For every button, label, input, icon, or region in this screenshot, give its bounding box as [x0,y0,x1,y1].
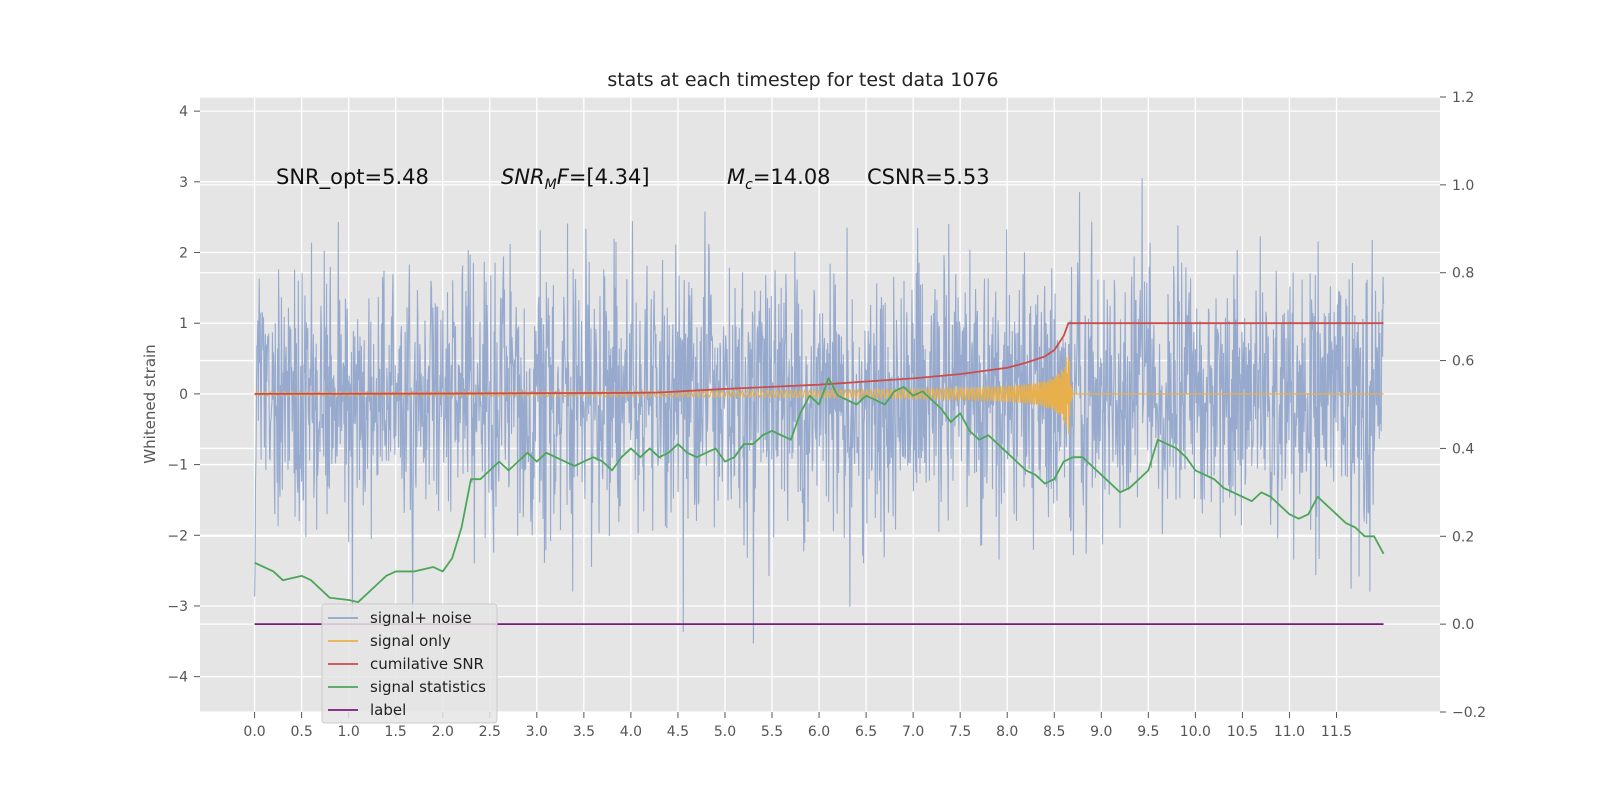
x-tick-label: 9.5 [1137,724,1159,740]
snr-mf-letter: F [557,165,570,189]
x-tick-label: 4.0 [620,724,642,740]
y-left-tick-label: 3 [179,175,188,191]
chart-title: stats at each timestep for test data 107… [607,69,998,91]
x-axis: 0.0 0.5 1.0 1.5 2.0 2.5 3.0 3.5 4.0 4.5 5.0 5.5 6.0 6… [243,712,1352,740]
x-tick-label: 3.5 [573,724,595,740]
y-right-tick-label: 0.6 [1452,354,1474,370]
annotation-mc: Mc=14.08 [727,165,831,193]
x-tick-label: 1.0 [338,724,360,740]
y-left-tick-label: −1 [167,458,188,474]
y-right-tick-label: 0.4 [1452,441,1474,457]
annotations: SNR_opt=5.48 SNRMF=[4.34] Mc=14.08 CSNR=… [276,165,990,193]
x-tick-label: 7.5 [949,724,971,740]
y-left-tick-label: −4 [167,670,188,686]
legend-label: label [370,701,406,719]
series-signal-plus-noise [254,178,1385,644]
y-axis-label: Whitened strain [141,344,159,463]
y-left-tick-label: −2 [167,528,188,544]
x-tick-label: 5.5 [761,724,783,740]
x-tick-label: 8.5 [1043,724,1065,740]
y-right-tick-label: 0.8 [1452,266,1474,282]
x-tick-label: 2.5 [479,724,501,740]
y-left-tick-label: 4 [179,104,188,120]
y-axis-right: 1.2 1.0 0.8 0.6 0.4 0.2 0.0 −0.2 [1440,90,1486,721]
x-tick-label: 6.0 [808,724,830,740]
x-tick-label: 10.0 [1180,724,1211,740]
mc-subscript: c [745,177,753,193]
signal-only-line [254,355,1384,434]
annotation-snr-mf: SNRMF=[4.34] [501,165,650,193]
signal-statistics-line [254,377,1385,604]
x-tick-label: 2.0 [432,724,454,740]
x-tick-label: 10.5 [1227,724,1258,740]
cumilative-snr-line [254,322,1384,395]
y-left-tick-label: 0 [179,387,188,403]
x-tick-label: 1.5 [385,724,407,740]
annotation-snr-opt: SNR_opt=5.48 [276,165,429,190]
y-right-tick-label: 1.2 [1452,90,1474,106]
signal-plus-noise-line [254,178,1385,644]
y-left-tick-label: −3 [167,599,188,615]
legend: signal+ noise signal only cumilative SNR si… [321,603,498,724]
annotation-csnr: CSNR=5.53 [867,165,990,189]
x-tick-label: 3.0 [526,724,548,740]
legend-label: signal only [370,632,451,650]
y-left-tick-label: 1 [179,316,188,332]
x-tick-label: 6.5 [855,724,877,740]
x-tick-label: 11.0 [1274,724,1305,740]
x-tick-label: 8.0 [996,724,1018,740]
x-tick-label: 0.0 [243,724,265,740]
y-right-tick-label: 0.0 [1452,617,1474,633]
y-right-tick-label: −0.2 [1452,705,1486,721]
snr-mf-value: =[4.34] [569,165,650,189]
x-tick-label: 11.5 [1321,724,1352,740]
x-tick-label: 0.5 [290,724,312,740]
legend-label: signal+ noise [370,609,472,627]
legend-label: cumilative SNR [370,655,484,673]
x-tick-label: 9.0 [1090,724,1112,740]
mc-symbol: M [727,165,745,189]
y-axis-left: 4 3 2 1 0 −1 −2 −3 −4 [167,104,200,686]
series-signal-only [254,355,1384,434]
mc-value: =14.08 [753,165,831,189]
x-tick-label: 5.0 [714,724,736,740]
y-left-tick-label: 2 [179,246,188,262]
legend-box [321,603,498,724]
x-tick-label: 7.0 [902,724,924,740]
snr-mf-subscript: M [545,177,557,193]
x-tick-label: 4.5 [667,724,689,740]
y-right-tick-label: 1.0 [1452,178,1474,194]
snr-mf-symbol: SNR [501,165,545,189]
y-right-tick-label: 0.2 [1452,529,1474,545]
legend-label: signal statistics [370,678,486,696]
